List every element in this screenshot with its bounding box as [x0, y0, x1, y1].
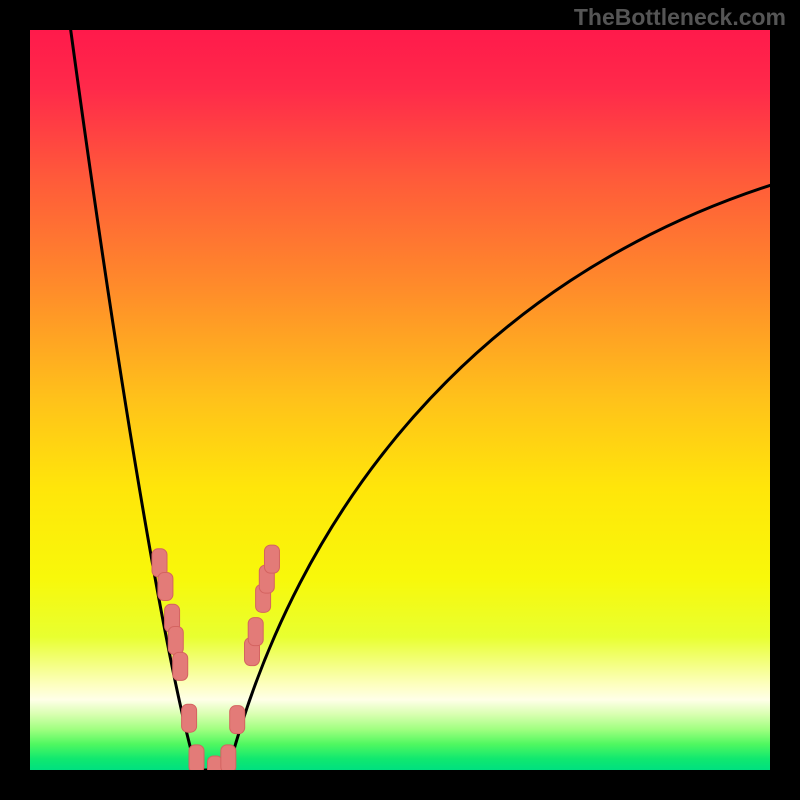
- data-marker: [248, 618, 263, 646]
- watermark-text: TheBottleneck.com: [574, 4, 786, 31]
- data-marker: [208, 756, 223, 770]
- data-marker: [264, 545, 279, 573]
- data-marker: [168, 627, 183, 655]
- data-marker: [189, 745, 204, 770]
- data-marker: [221, 745, 236, 770]
- data-marker: [158, 572, 173, 600]
- data-marker: [173, 652, 188, 680]
- data-marker: [182, 704, 197, 732]
- data-marker: [230, 706, 245, 734]
- bottleneck-chart: [30, 30, 770, 770]
- gradient-background: [30, 30, 770, 770]
